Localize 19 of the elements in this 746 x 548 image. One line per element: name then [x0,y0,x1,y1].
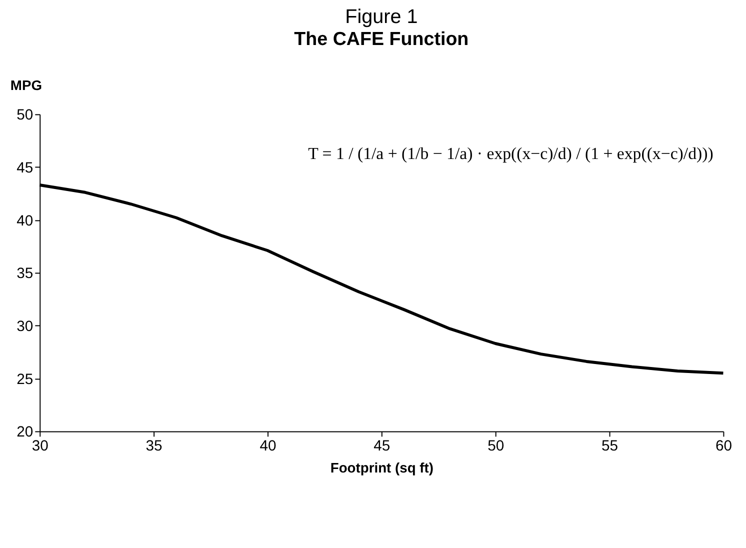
annotation: T = 1 / (1/a + (1/b − 1/a) · exp((x−c)/d) / (1 + exp((x−c)/d))) [308,144,714,163]
y-tick-label: 35 [16,266,34,282]
chart-title: Figure 1 [345,6,418,28]
y-tick-label: 50 [16,108,34,124]
x-tick-label: 60 [715,438,732,455]
x-axis-title: Footprint (sq ft) [330,459,434,476]
y-tick-label: 45 [16,160,34,176]
y-axis-title: MPG [10,76,42,93]
x-tick-label: 35 [146,438,162,455]
chart-subtitle: The CAFE Function [294,28,469,49]
x-tick-label: 30 [32,438,48,455]
y-tick-label: 25 [16,372,34,388]
x-tick-label: 40 [260,438,276,455]
x-tick-label: 55 [602,438,618,455]
x-tick-label: 45 [374,438,390,455]
x-tick-label: 50 [488,438,504,455]
y-tick-label: 20 [16,424,34,441]
y-tick-label: 40 [16,213,34,230]
y-tick-label: 30 [16,318,34,335]
